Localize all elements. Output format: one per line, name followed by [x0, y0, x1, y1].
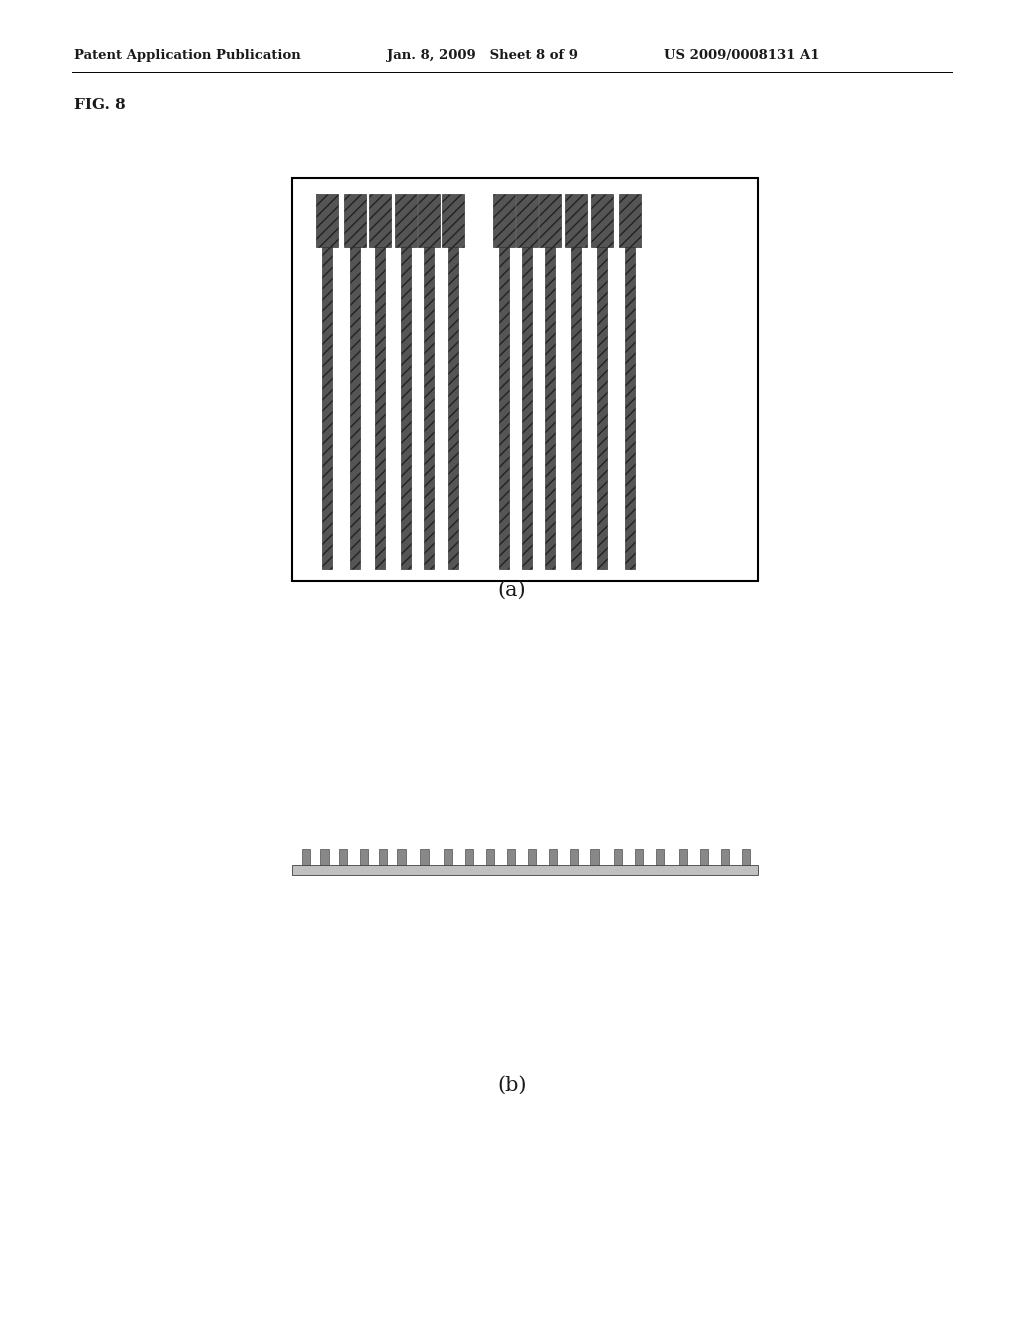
Text: Jan. 8, 2009   Sheet 8 of 9: Jan. 8, 2009 Sheet 8 of 9 — [387, 49, 579, 62]
Bar — [571, 247, 581, 569]
Bar — [395, 194, 417, 247]
Bar — [321, 849, 329, 865]
Bar — [418, 194, 440, 247]
Bar — [625, 247, 635, 569]
Bar — [655, 849, 665, 865]
Bar — [424, 247, 434, 569]
Bar — [507, 849, 515, 865]
Bar — [516, 194, 539, 247]
Bar — [721, 849, 729, 865]
Bar — [549, 849, 557, 865]
Bar — [591, 849, 599, 865]
Bar — [618, 194, 641, 247]
Bar — [379, 849, 387, 865]
Bar — [565, 194, 587, 247]
Text: (a): (a) — [498, 581, 526, 599]
Bar — [359, 849, 369, 865]
Bar — [613, 849, 623, 865]
Bar — [397, 849, 406, 865]
Bar — [441, 194, 464, 247]
Bar — [350, 247, 359, 569]
Text: (b): (b) — [498, 1076, 526, 1094]
Bar — [635, 849, 643, 865]
Bar — [742, 849, 751, 865]
Bar — [401, 247, 411, 569]
Bar — [465, 849, 473, 865]
Bar — [302, 849, 310, 865]
Bar — [443, 849, 453, 865]
Bar — [322, 247, 332, 569]
Bar — [447, 247, 458, 569]
Bar — [499, 247, 509, 569]
Bar — [569, 849, 578, 865]
Text: FIG. 8: FIG. 8 — [74, 98, 126, 112]
Bar — [339, 849, 347, 865]
Bar — [527, 849, 536, 865]
Bar — [376, 247, 385, 569]
Bar — [591, 194, 612, 247]
Bar — [421, 849, 429, 865]
Bar — [344, 194, 366, 247]
Text: Patent Application Publication: Patent Application Publication — [74, 49, 300, 62]
Bar — [546, 247, 555, 569]
Bar — [315, 194, 338, 247]
Bar — [700, 849, 709, 865]
Bar — [679, 849, 687, 865]
Bar — [597, 247, 606, 569]
Bar — [292, 178, 758, 581]
Bar — [485, 849, 494, 865]
Bar — [522, 247, 532, 569]
Bar — [540, 194, 561, 247]
Bar — [292, 865, 758, 875]
Bar — [493, 194, 515, 247]
Text: US 2009/0008131 A1: US 2009/0008131 A1 — [664, 49, 819, 62]
Bar — [370, 194, 391, 247]
